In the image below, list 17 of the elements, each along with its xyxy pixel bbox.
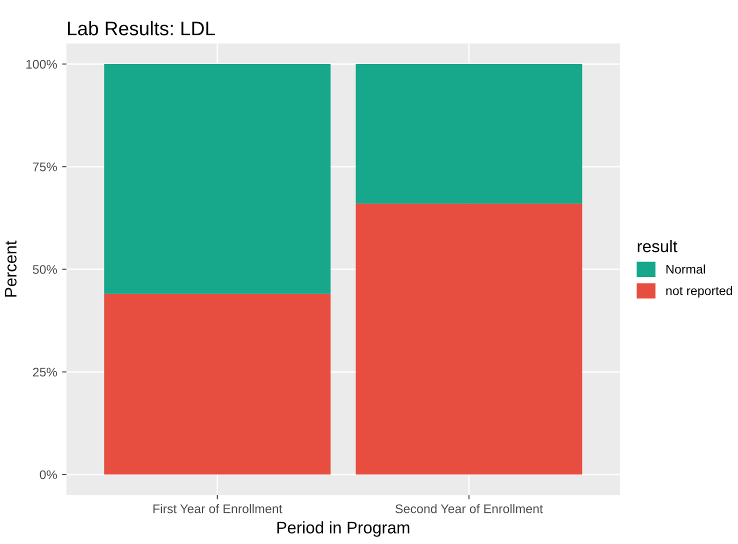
x-axis-title: Period in Program: [277, 521, 410, 537]
bar: [356, 64, 582, 204]
legend-label: not reported: [666, 286, 732, 298]
legend-title: result: [638, 240, 678, 252]
chart-title: Lab Results: LDL: [68, 21, 215, 36]
y-tick-label: 0%: [40, 470, 57, 480]
y-axis-title: Percent: [4, 240, 17, 297]
bar: [104, 64, 331, 294]
y-tick-label: 50%: [32, 265, 57, 274]
x-tick-label: First Year of Enrollment: [153, 504, 282, 514]
x-tick-label: Second Year of Enrollment: [396, 504, 543, 514]
y-tick-label: 75%: [33, 162, 57, 172]
y-tick-label: 100%: [26, 60, 57, 69]
bar: [356, 204, 582, 475]
legend-label: Normal: [666, 264, 705, 274]
y-tick-label: 25%: [33, 368, 57, 377]
bar: [104, 294, 331, 475]
